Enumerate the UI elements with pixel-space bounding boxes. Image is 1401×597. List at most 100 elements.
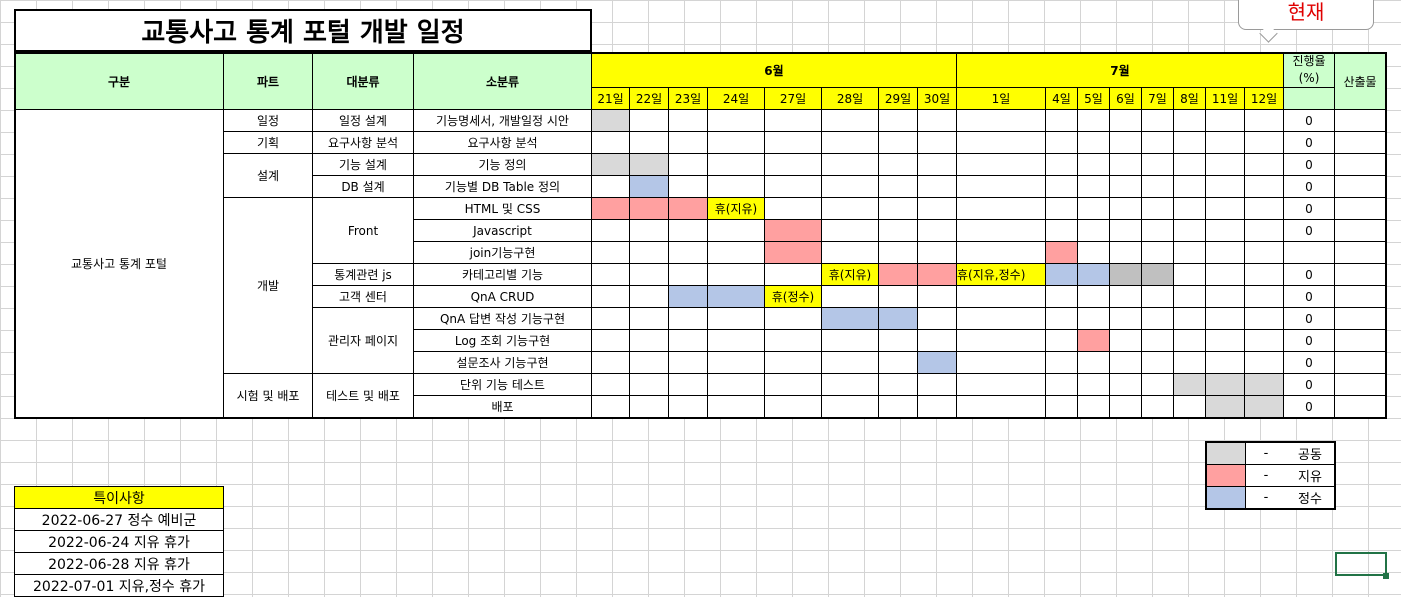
header-progress[interactable]: 진행율 (%) <box>1283 52 1335 88</box>
schedule-cell[interactable] <box>668 153 708 176</box>
schedule-cell[interactable] <box>917 197 957 220</box>
legend-swatch[interactable] <box>1205 486 1246 510</box>
schedule-cell[interactable] <box>1205 395 1245 418</box>
schedule-cell[interactable] <box>917 109 957 132</box>
schedule-cell[interactable] <box>1205 153 1245 176</box>
schedule-cell[interactable] <box>1077 175 1110 198</box>
schedule-cell[interactable] <box>591 307 630 330</box>
schedule-cell[interactable] <box>1244 285 1284 308</box>
schedule-cell[interactable] <box>878 351 918 374</box>
schedule-cell[interactable] <box>1244 197 1284 220</box>
schedule-cell[interactable] <box>878 131 918 154</box>
schedule-cell[interactable] <box>1109 197 1142 220</box>
schedule-cell[interactable] <box>878 109 918 132</box>
schedule-cell[interactable] <box>1244 263 1284 286</box>
schedule-cell[interactable] <box>764 263 822 286</box>
output-cell[interactable] <box>1334 351 1386 374</box>
note-item[interactable]: 2022-06-28 지유 휴가 <box>14 552 224 575</box>
schedule-cell[interactable] <box>764 395 822 418</box>
schedule-cell[interactable] <box>956 351 1046 374</box>
schedule-cell[interactable] <box>1109 307 1142 330</box>
minor-cell[interactable]: Log 조회 기능구현 <box>413 329 592 352</box>
header-month-july[interactable]: 7월 <box>956 52 1284 88</box>
part-cell[interactable]: 기획 <box>223 131 313 154</box>
progress-cell[interactable]: 0 <box>1283 285 1335 308</box>
schedule-cell[interactable] <box>1045 109 1078 132</box>
schedule-cell[interactable] <box>629 329 669 352</box>
output-cell[interactable] <box>1334 109 1386 132</box>
progress-cell[interactable]: 0 <box>1283 109 1335 132</box>
schedule-cell[interactable] <box>821 373 879 396</box>
schedule-cell[interactable] <box>1045 219 1078 242</box>
schedule-cell[interactable] <box>1244 153 1284 176</box>
header-month-june[interactable]: 6월 <box>591 52 957 88</box>
schedule-cell[interactable] <box>1077 219 1110 242</box>
schedule-cell[interactable] <box>878 241 918 264</box>
output-cell[interactable] <box>1334 329 1386 352</box>
schedule-cell[interactable] <box>821 329 879 352</box>
major-cell[interactable]: 테스트 및 배포 <box>312 373 414 418</box>
schedule-cell[interactable] <box>591 329 630 352</box>
schedule-cell[interactable] <box>668 197 708 220</box>
part-cell[interactable]: 개발 <box>223 197 313 374</box>
schedule-cell[interactable] <box>1173 373 1206 396</box>
schedule-cell[interactable] <box>764 373 822 396</box>
major-cell[interactable]: Front <box>312 197 414 264</box>
schedule-cell[interactable] <box>1205 219 1245 242</box>
legend-dash[interactable]: - <box>1245 441 1286 465</box>
schedule-cell[interactable] <box>1173 153 1206 176</box>
header-major[interactable]: 대분류 <box>312 52 414 110</box>
legend-dash[interactable]: - <box>1245 464 1286 487</box>
schedule-cell[interactable] <box>668 395 708 418</box>
schedule-cell[interactable] <box>1141 351 1174 374</box>
schedule-cell[interactable] <box>629 395 669 418</box>
schedule-cell[interactable] <box>707 109 765 132</box>
schedule-cell[interactable] <box>764 109 822 132</box>
schedule-cell[interactable] <box>591 219 630 242</box>
schedule-cell[interactable] <box>1244 131 1284 154</box>
schedule-cell[interactable] <box>1077 153 1110 176</box>
schedule-cell[interactable] <box>1244 175 1284 198</box>
schedule-cell[interactable] <box>917 153 957 176</box>
schedule-cell[interactable] <box>1205 263 1245 286</box>
progress-cell[interactable]: 0 <box>1283 373 1335 396</box>
schedule-cell[interactable] <box>591 197 630 220</box>
schedule-cell[interactable] <box>1077 285 1110 308</box>
schedule-cell[interactable] <box>1045 263 1078 286</box>
schedule-cell[interactable] <box>1173 351 1206 374</box>
day-header[interactable]: 27일 <box>764 87 822 110</box>
output-cell[interactable] <box>1334 131 1386 154</box>
schedule-cell[interactable] <box>821 153 879 176</box>
note-item[interactable]: 2022-06-24 지유 휴가 <box>14 530 224 553</box>
schedule-cell[interactable] <box>707 219 765 242</box>
schedule-cell[interactable] <box>956 241 1046 264</box>
schedule-cell[interactable] <box>764 219 822 242</box>
schedule-cell[interactable] <box>878 395 918 418</box>
schedule-cell[interactable] <box>668 175 708 198</box>
schedule-cell[interactable] <box>707 329 765 352</box>
schedule-cell[interactable] <box>1109 219 1142 242</box>
major-cell[interactable]: 기능 설계 <box>312 153 414 176</box>
schedule-cell[interactable] <box>629 131 669 154</box>
schedule-cell[interactable] <box>1045 285 1078 308</box>
schedule-cell[interactable] <box>1173 175 1206 198</box>
schedule-cell[interactable] <box>956 373 1046 396</box>
output-cell[interactable] <box>1334 241 1386 264</box>
schedule-cell[interactable] <box>707 241 765 264</box>
sheet-title[interactable]: 교통사고 통계 포털 개발 일정 <box>14 9 592 52</box>
schedule-cell[interactable] <box>629 109 669 132</box>
schedule-cell[interactable] <box>1141 131 1174 154</box>
schedule-cell[interactable] <box>591 109 630 132</box>
day-header[interactable]: 4일 <box>1045 87 1078 110</box>
schedule-cell[interactable] <box>1077 351 1110 374</box>
schedule-cell[interactable] <box>1244 329 1284 352</box>
schedule-cell[interactable] <box>821 131 879 154</box>
schedule-cell[interactable] <box>764 175 822 198</box>
schedule-cell[interactable] <box>1109 241 1142 264</box>
schedule-cell[interactable] <box>917 351 957 374</box>
output-cell[interactable] <box>1334 175 1386 198</box>
output-cell[interactable] <box>1334 153 1386 176</box>
schedule-cell[interactable] <box>821 197 879 220</box>
schedule-cell[interactable] <box>1109 175 1142 198</box>
schedule-cell[interactable] <box>1205 285 1245 308</box>
